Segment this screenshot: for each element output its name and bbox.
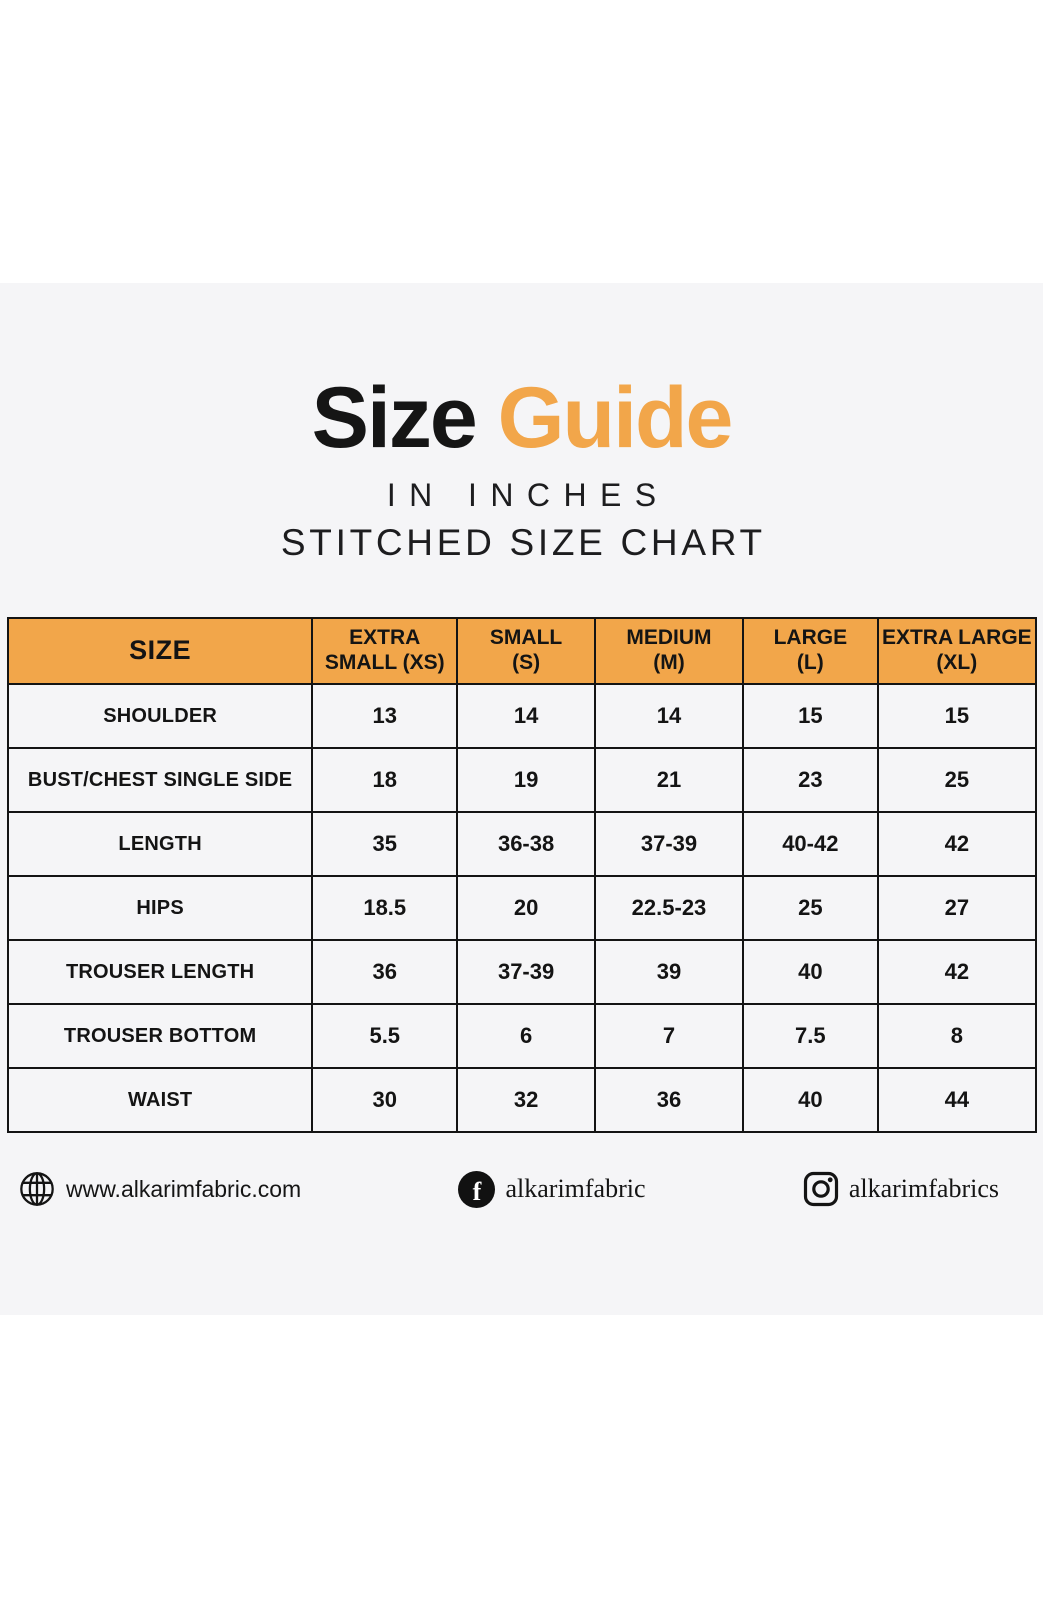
title-block: Size Guide IN INCHES STITCHED SIZE CHART <box>0 283 1043 564</box>
col-header-line: (S) <box>512 651 541 674</box>
header-row: SIZE EXTRA SMALL (XS) SMALL (S) MEDIUM <box>6 617 1038 685</box>
size-cell: 42 <box>876 939 1038 1005</box>
size-cell: 14 <box>593 683 745 749</box>
col-header-line: EXTRA LARGE <box>881 626 1032 650</box>
facebook-handle: alkarimfabric <box>505 1174 646 1203</box>
row-label-shoulder: SHOULDER <box>6 683 314 749</box>
table-row-trouser-length: TROUSER LENGTH 36 37-39 39 40 42 <box>6 939 1038 1005</box>
facebook-icon: f <box>458 1170 496 1208</box>
table-row-bust-chest: BUST/CHEST SINGLE SIDE 18 19 21 23 25 <box>6 747 1038 813</box>
size-cell: 22.5-23 <box>593 875 745 941</box>
col-header-small: SMALL (S) <box>456 617 596 685</box>
size-cell: 18 <box>311 747 459 813</box>
size-cell: 15 <box>742 683 879 749</box>
col-header-extra-small: EXTRA SMALL (XS) <box>311 617 459 685</box>
row-label-bust-chest: BUST/CHEST SINGLE SIDE <box>6 747 314 813</box>
size-cell: 40 <box>742 939 879 1005</box>
title-word-size: Size <box>311 370 478 466</box>
size-cell: 40 <box>742 1067 879 1133</box>
col-header-line: EXTRA <box>349 626 421 650</box>
col-header-line: SIZE <box>129 635 192 666</box>
size-table-container: SIZE EXTRA SMALL (XS) SMALL (S) MEDIUM <box>6 617 1038 1133</box>
size-cell: 35 <box>311 811 459 877</box>
table-row-length: LENGTH 35 36-38 37-39 40-42 42 <box>6 811 1038 877</box>
row-label-waist: WAIST <box>6 1067 314 1133</box>
table-row-trouser-bottom: TROUSER BOTTOM 5.5 6 7 7.5 8 <box>6 1003 1038 1069</box>
size-cell: 19 <box>456 747 596 813</box>
subtitle-in-inches: IN INCHES <box>386 477 670 513</box>
row-label-trouser-length: TROUSER LENGTH <box>6 939 314 1005</box>
size-cell: 20 <box>456 875 596 941</box>
size-cell: 23 <box>742 747 879 813</box>
size-cell: 14 <box>456 683 596 749</box>
col-header-line: SMALL <box>489 626 563 650</box>
footer-social-bar: www.alkarimfabric.com f alkarimfabric <box>0 1163 1043 1215</box>
row-label-length: LENGTH <box>6 811 314 877</box>
instagram-icon <box>803 1171 839 1207</box>
size-chart-table: SIZE EXTRA SMALL (XS) SMALL (S) MEDIUM <box>6 617 1038 1133</box>
table-row-shoulder: SHOULDER 13 14 14 15 15 <box>6 683 1038 749</box>
size-cell: 32 <box>456 1067 596 1133</box>
col-header-extra-large: EXTRA LARGE (XL) <box>876 617 1038 685</box>
size-cell: 8 <box>876 1003 1038 1069</box>
size-cell: 37-39 <box>456 939 596 1005</box>
size-cell: 7.5 <box>742 1003 879 1069</box>
size-cell: 6 <box>456 1003 596 1069</box>
size-cell: 25 <box>742 875 879 941</box>
row-label-trouser-bottom: TROUSER BOTTOM <box>6 1003 314 1069</box>
size-cell: 27 <box>876 875 1038 941</box>
facebook-letter: f <box>472 1177 482 1206</box>
content-panel: Size Guide IN INCHES STITCHED SIZE CHART… <box>0 283 1043 1315</box>
instagram-handle: alkarimfabrics <box>848 1174 999 1203</box>
size-cell: 5.5 <box>311 1003 459 1069</box>
col-header-line: SMALL (XS) <box>324 651 445 674</box>
size-cell: 36 <box>593 1067 745 1133</box>
size-cell: 30 <box>311 1067 459 1133</box>
website-url: www.alkarimfabric.com <box>66 1175 302 1202</box>
size-cell: 44 <box>876 1067 1038 1133</box>
col-header-line: (M) <box>653 651 685 674</box>
col-header-line: MEDIUM <box>626 626 712 650</box>
table-row-waist: WAIST 30 32 36 40 44 <box>6 1067 1038 1133</box>
col-header-large: LARGE (L) <box>742 617 879 685</box>
size-cell: 42 <box>876 811 1038 877</box>
size-cell: 36 <box>311 939 459 1005</box>
col-header-size: SIZE <box>6 617 314 685</box>
website-item: www.alkarimfabric.com <box>18 1170 301 1208</box>
globe-icon <box>18 1170 56 1208</box>
col-header-medium: MEDIUM (M) <box>593 617 745 685</box>
col-header-line: (L) <box>796 651 824 674</box>
size-cell: 18.5 <box>311 875 459 941</box>
facebook-item: f alkarimfabric <box>458 1170 646 1208</box>
col-header-line: (XL) <box>936 651 978 674</box>
size-cell: 37-39 <box>593 811 745 877</box>
page-title: Size Guide <box>0 375 1043 461</box>
size-cell: 13 <box>311 683 459 749</box>
size-cell: 39 <box>593 939 745 1005</box>
size-cell: 21 <box>593 747 745 813</box>
size-cell: 25 <box>876 747 1038 813</box>
row-label-hips: HIPS <box>6 875 314 941</box>
title-word-guide: Guide <box>497 370 734 466</box>
size-cell: 7 <box>593 1003 745 1069</box>
col-header-line: LARGE <box>773 626 848 650</box>
table-row-hips: HIPS 18.5 20 22.5-23 25 27 <box>6 875 1038 941</box>
subtitle-stitched-size-chart: STITCHED SIZE CHART <box>280 522 766 563</box>
size-cell: 40-42 <box>742 811 879 877</box>
instagram-item: alkarimfabrics <box>803 1171 999 1207</box>
size-cell: 36-38 <box>456 811 596 877</box>
size-cell: 15 <box>876 683 1038 749</box>
